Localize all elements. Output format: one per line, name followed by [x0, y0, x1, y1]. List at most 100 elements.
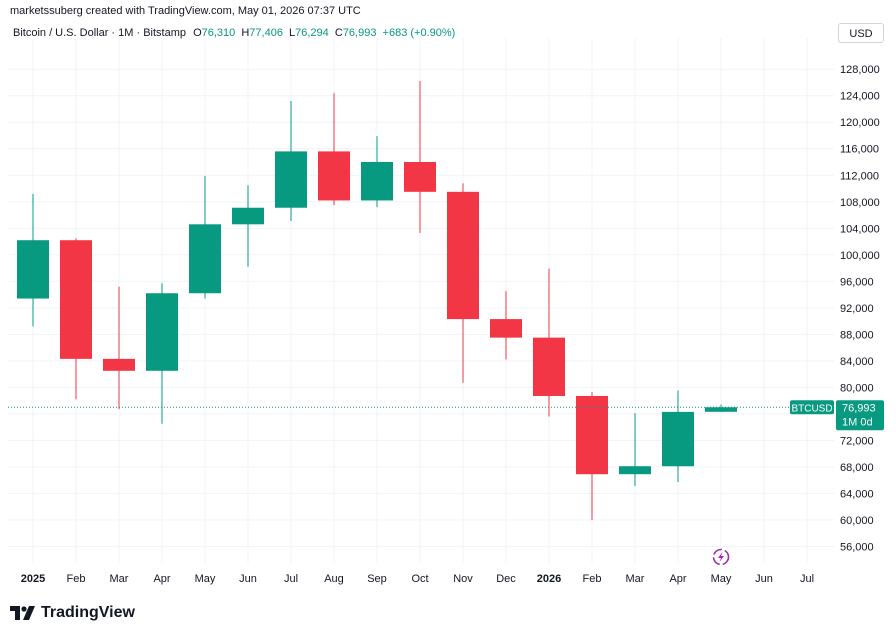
x-tick-label: Jul [284, 573, 298, 585]
low-label: L [289, 27, 296, 39]
y-tick-label: 64,000 [840, 488, 874, 500]
y-tick-label: 108,000 [840, 197, 880, 209]
y-tick-label: 92,000 [840, 303, 874, 315]
high-value: 77,406 [249, 27, 283, 39]
high-label: H [241, 27, 250, 39]
y-tick-label: 120,000 [840, 117, 880, 129]
y-tick-label: 112,000 [840, 170, 879, 182]
candle[interactable] [361, 136, 393, 208]
close-value: 76,993 [342, 27, 377, 39]
event-lightning-icon[interactable] [712, 548, 730, 566]
candle[interactable] [404, 81, 436, 233]
candle[interactable] [318, 93, 350, 206]
symbol-tag-bg [790, 400, 834, 415]
y-tick-label: 72,000 [840, 435, 874, 447]
candle[interactable] [103, 286, 135, 410]
candle[interactable] [17, 193, 49, 327]
candle-body [60, 240, 92, 359]
price-tag: BTCUSD 76,993 1M 0d [790, 400, 884, 431]
change-value: +683 (+0.90%) [382, 27, 456, 39]
chart-grid [8, 38, 834, 563]
x-tick-label: Mar [110, 573, 129, 585]
x-tick-label: Sep [367, 573, 387, 585]
x-tick-label: Mar [626, 573, 645, 585]
candle-body [189, 224, 221, 294]
open-value: 76,310 [201, 27, 236, 39]
candle-body [361, 162, 393, 201]
candles [17, 81, 737, 520]
candle[interactable] [447, 183, 479, 383]
x-tick-label: Feb [67, 573, 86, 585]
x-tick-label: Jun [239, 573, 257, 585]
y-tick-label: 96,000 [840, 276, 874, 288]
y-tick-label: 60,000 [840, 515, 874, 527]
price-tag-countdown: 1M 0d [842, 416, 873, 428]
x-tick-label: Nov [453, 573, 473, 585]
y-tick-label: 124,000 [840, 91, 880, 103]
time-axis: 2025 Feb Mar Apr May Jun Jul Aug Sep Oct Nov Dec 202… [21, 573, 814, 585]
price-axis: 56,00060,00064,00068,00072,00076,00080,0… [840, 64, 880, 553]
candle[interactable] [490, 291, 522, 360]
x-tick-label: May [711, 573, 732, 585]
y-tick-label: 116,000 [840, 144, 879, 156]
x-tick-label: Aug [324, 573, 344, 585]
x-tick-label: 2025 [21, 573, 45, 585]
x-tick-label: Apr [153, 573, 170, 585]
x-tick-label: Jun [755, 573, 773, 585]
candle[interactable] [189, 175, 221, 299]
y-tick-label: 128,000 [840, 64, 880, 76]
y-tick-label: 104,000 [840, 223, 880, 235]
x-tick-label: Feb [583, 573, 602, 585]
tradingview-brand-text: TradingView [41, 604, 135, 621]
candle[interactable] [533, 268, 565, 417]
open-label: O [193, 27, 202, 39]
low-value: 76,294 [295, 27, 329, 39]
candle-body [490, 319, 522, 338]
x-tick-label: Dec [496, 573, 516, 585]
x-tick-label: Jul [800, 573, 814, 585]
symbol-legend: Bitcoin / U.S. Dollar · 1M · Bitstamp O7… [13, 27, 455, 39]
y-tick-label: 56,000 [840, 541, 874, 553]
y-tick-label: 68,000 [840, 462, 874, 474]
y-tick-label: 80,000 [840, 382, 874, 394]
y-tick-label: 84,000 [840, 356, 874, 368]
x-tick-label: Apr [669, 573, 686, 585]
candle[interactable] [275, 101, 307, 221]
candle-body [232, 207, 264, 225]
tradingview-logo[interactable]: TradingView [10, 602, 135, 624]
candle-body [17, 240, 49, 299]
candle-body [705, 407, 737, 412]
event-marker [712, 548, 730, 566]
candle-body [662, 411, 694, 467]
candle[interactable] [705, 404, 737, 412]
tradingview-logo-icon [10, 606, 35, 620]
candle-body [404, 162, 436, 192]
symbol-title[interactable]: Bitcoin / U.S. Dollar · 1M · Bitstamp [13, 27, 186, 39]
x-tick-label: Oct [411, 573, 428, 585]
candle[interactable] [619, 413, 651, 487]
x-tick-label: 2026 [537, 573, 561, 585]
y-tick-label: 88,000 [840, 329, 874, 341]
candle-body [576, 395, 608, 475]
candle[interactable] [232, 185, 264, 267]
candle[interactable] [662, 390, 694, 483]
candle-body [533, 337, 565, 396]
price-tag-bg [836, 400, 884, 431]
candle[interactable] [60, 238, 92, 400]
symbol-tag-text: BTCUSD [791, 403, 832, 414]
price-tag-value: 76,993 [842, 402, 876, 414]
candle-body [619, 466, 651, 475]
currency-button[interactable]: USD [838, 23, 884, 43]
y-tick-label: 100,000 [840, 250, 880, 262]
chart-attribution: marketssuberg created with TradingView.c… [10, 5, 361, 17]
close-label: C [334, 27, 343, 39]
candle-body [447, 191, 479, 320]
candle-body [103, 358, 135, 371]
candle-body [318, 151, 350, 201]
candle[interactable] [146, 283, 178, 424]
candle-body [275, 151, 307, 208]
x-tick-label: May [195, 573, 216, 585]
candle[interactable] [576, 391, 608, 520]
candle-body [146, 293, 178, 371]
